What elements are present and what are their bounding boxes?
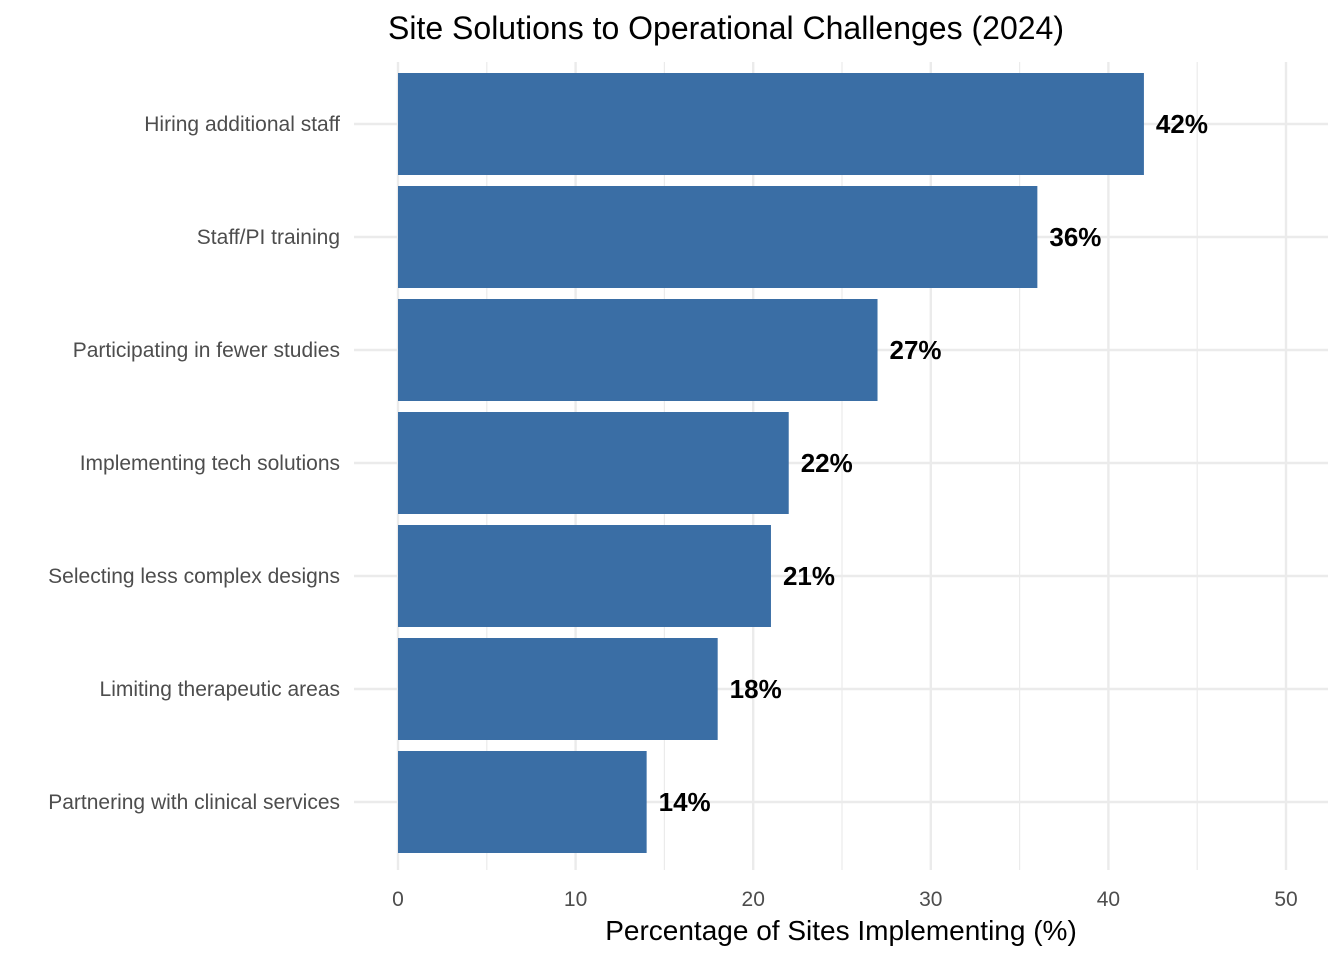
data-label-layer: 42% 36% 27% 22% 21% 18% 14% — [659, 109, 1208, 817]
bar — [398, 299, 878, 401]
data-label: 14% — [659, 787, 711, 817]
bar-layer — [398, 73, 1144, 853]
x-tick-label: 30 — [919, 888, 942, 911]
x-tick-label: 40 — [1097, 888, 1120, 911]
bar — [398, 525, 771, 627]
data-label: 18% — [730, 674, 782, 704]
data-label: 21% — [783, 561, 835, 591]
x-tick-label: 10 — [564, 888, 587, 911]
data-label: 36% — [1049, 222, 1101, 252]
bar — [398, 751, 647, 853]
x-tick-label: 20 — [742, 888, 765, 911]
x-axis-tick-labels: 0 10 20 30 40 50 — [392, 888, 1298, 911]
chart-title: Site Solutions to Operational Challenges… — [388, 10, 1064, 46]
data-label: 27% — [890, 335, 942, 365]
y-tick-label: Limiting therapeutic areas — [100, 678, 340, 701]
y-tick-label: Selecting less complex designs — [48, 565, 340, 588]
y-tick-label: Participating in fewer studies — [73, 339, 340, 362]
bar — [398, 73, 1144, 175]
bar — [398, 412, 789, 514]
bar — [398, 186, 1038, 288]
bar — [398, 638, 718, 740]
y-axis-tick-labels: Hiring additional staff Staff/PI training… — [48, 113, 340, 814]
y-tick-label: Hiring additional staff — [144, 113, 340, 136]
y-tick-label: Implementing tech solutions — [80, 452, 340, 475]
x-tick-label: 0 — [392, 888, 404, 911]
data-label: 22% — [801, 448, 853, 478]
data-label: 42% — [1156, 109, 1208, 139]
y-tick-label: Staff/PI training — [197, 226, 340, 249]
x-axis-title: Percentage of Sites Implementing (%) — [605, 915, 1077, 946]
x-tick-label: 50 — [1274, 888, 1297, 911]
y-tick-label: Partnering with clinical services — [48, 791, 340, 814]
